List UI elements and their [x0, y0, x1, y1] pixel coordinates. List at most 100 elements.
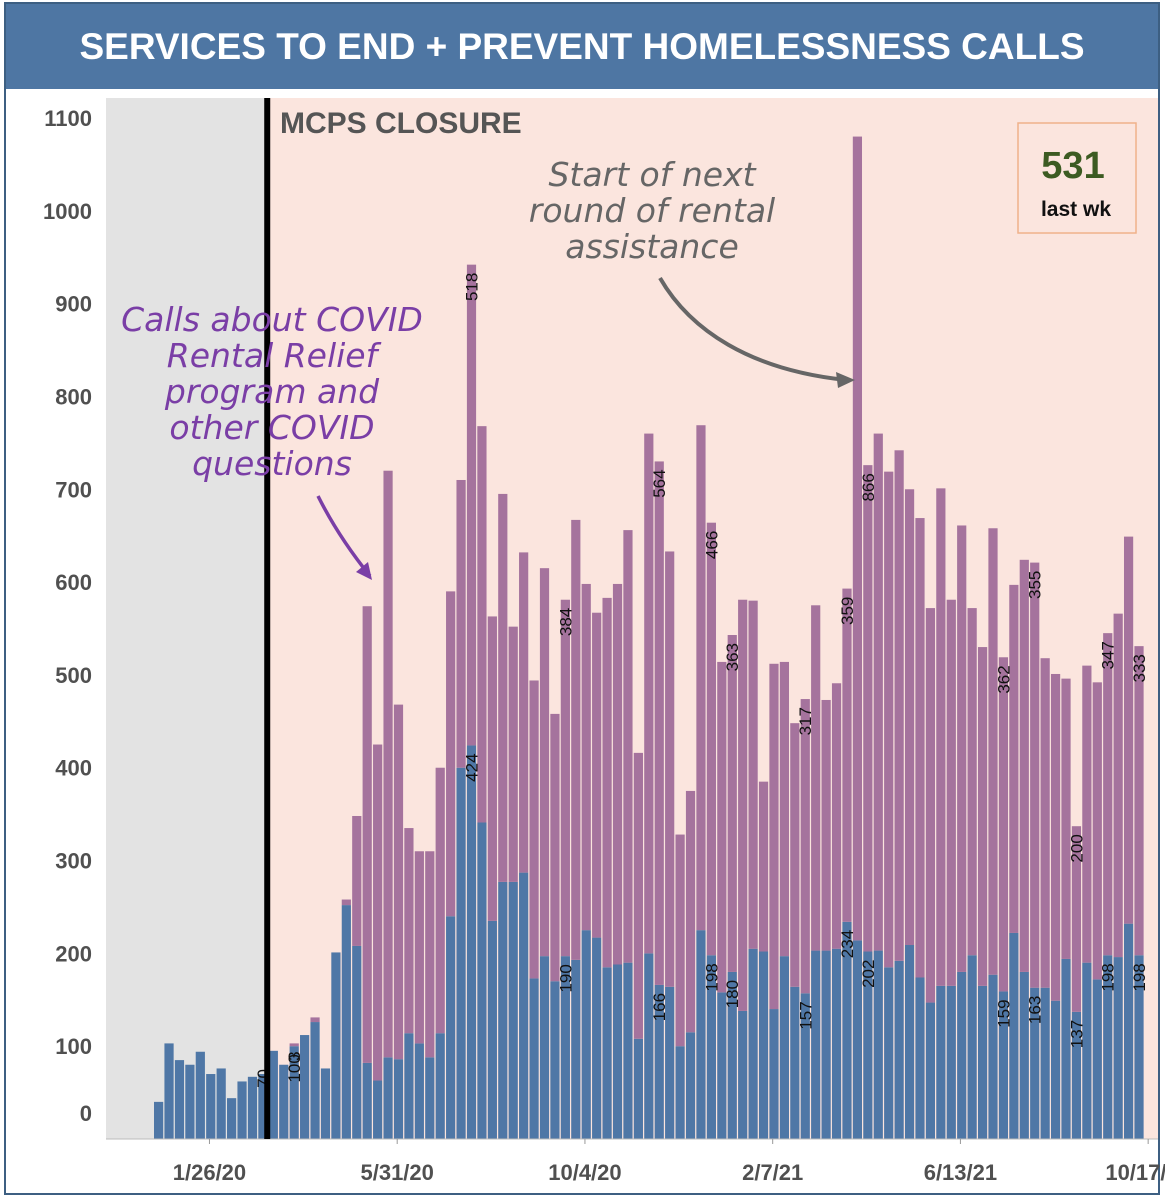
- bar-segment-base: [842, 921, 852, 1139]
- bar-segment-top: [758, 781, 769, 952]
- bar-segment-top: [1071, 826, 1082, 1012]
- bar-segment-top: [821, 699, 831, 951]
- bar-segment-base: [446, 916, 456, 1139]
- bar-segment-base: [404, 1033, 414, 1139]
- bar-labels: 70 10034245181903841665641984661803631573…: [254, 273, 1149, 1088]
- bar-segment-top: [706, 522, 716, 956]
- bar-segment-top: [352, 815, 362, 946]
- bar-segment-base: [352, 945, 362, 1139]
- bar-data-label: 363: [723, 643, 742, 671]
- bar-segment-top: [1050, 673, 1061, 1001]
- bar-data-label: 466: [702, 531, 721, 559]
- annotation-right-arrowhead: [836, 372, 855, 388]
- bar-segment-top: [633, 752, 643, 1039]
- bar-segment-top: [800, 699, 810, 994]
- bars: [154, 136, 1144, 1139]
- bar-segment-base: [289, 1046, 299, 1139]
- bar-segment-top: [894, 450, 904, 961]
- bar-segment-top: [289, 1043, 299, 1047]
- bar-segment-top: [310, 1017, 320, 1023]
- bar-segment-top: [988, 528, 998, 975]
- bar-segment-top: [925, 608, 936, 1003]
- y-tick-label: 1100: [44, 106, 92, 131]
- x-tick-label: 10/17/21: [1105, 1160, 1165, 1185]
- bar-segment-top: [957, 525, 967, 972]
- bar-segment-base: [331, 952, 341, 1139]
- bar-segment-top: [769, 663, 779, 1010]
- bar-segment-top: [1061, 678, 1071, 959]
- bar-data-label: 198: [1130, 963, 1149, 991]
- annotation-right-arrow: [658, 276, 847, 382]
- bar-segment-base: [717, 992, 727, 1139]
- kpi-label: last wk: [1041, 198, 1111, 221]
- bar-segment-base: [738, 1010, 748, 1139]
- x-tick-label: 10/4/20: [548, 1160, 621, 1185]
- bar-segment-base: [863, 951, 873, 1139]
- bar-segment-top: [550, 713, 560, 982]
- bar-segment-top: [727, 634, 737, 972]
- bar-segment-base: [383, 1057, 393, 1139]
- bar-segment-base: [1071, 1011, 1082, 1139]
- bar-segment-base: [206, 1074, 216, 1139]
- bar-segment-base: [967, 955, 977, 1139]
- bar-data-label: 180: [723, 980, 742, 1008]
- bar-data-label: 317: [796, 707, 815, 735]
- bar-segment-base: [644, 953, 654, 1139]
- bar-segment-base: [185, 1064, 195, 1139]
- bar-segment-top: [1030, 562, 1040, 988]
- bar-segment-top: [373, 744, 383, 1081]
- y-tick-label: 800: [55, 384, 92, 409]
- bar-segment-base: [1009, 932, 1019, 1139]
- bar-data-label: 100: [285, 1054, 304, 1082]
- x-tick-label: 1/26/20: [173, 1160, 246, 1185]
- bar-segment-base: [894, 960, 904, 1139]
- bar-segment-base: [310, 1022, 320, 1139]
- y-tick-label: 100: [55, 1034, 92, 1059]
- bar-data-label: 190: [556, 964, 575, 992]
- bar-data-label: 564: [650, 469, 669, 497]
- bar-data-label: 159: [994, 999, 1013, 1027]
- bar-segment-top: [435, 767, 445, 1034]
- bar-segment-base: [748, 948, 758, 1139]
- bar-segment-top: [665, 551, 675, 987]
- bar-segment-base: [706, 955, 716, 1139]
- bar-segment-top: [560, 599, 570, 957]
- bar-data-label: 362: [994, 665, 1013, 693]
- bar-segment-top: [581, 583, 591, 931]
- bar-segment-top: [341, 899, 351, 906]
- bar-segment-base: [529, 978, 539, 1139]
- annotation-left-line: Calls about COVID: [121, 300, 423, 339]
- bar-segment-base: [539, 956, 550, 1139]
- y-tick-label: 700: [55, 477, 92, 502]
- bar-segment-top: [487, 616, 497, 921]
- bar-segment-base: [884, 967, 894, 1139]
- bar-segment-base: [477, 822, 487, 1139]
- bar-segment-top: [967, 608, 977, 956]
- bar-segment-base: [831, 948, 842, 1139]
- bar-segment-base: [508, 881, 518, 1139]
- bar-segment-base: [154, 1101, 164, 1139]
- bar-segment-base: [633, 1038, 643, 1139]
- bar-segment-top: [519, 552, 529, 873]
- bar-data-label: 157: [796, 1001, 815, 1029]
- y-tick-label: 1000: [43, 199, 92, 224]
- bar-segment-base: [675, 1046, 685, 1139]
- bar-data-label: 424: [463, 753, 482, 781]
- bar-segment-base: [227, 1098, 237, 1139]
- bar-segment-base: [769, 1009, 779, 1139]
- bar-segment-top: [623, 530, 633, 963]
- bar-segment-base: [581, 930, 591, 1139]
- bar-segment-top: [404, 828, 414, 1034]
- bar-segment-base: [852, 940, 863, 1139]
- bar-segment-top: [685, 790, 696, 1033]
- bar-segment-base: [800, 993, 810, 1139]
- bar-segment-top: [592, 612, 602, 938]
- bar-data-label: 355: [1026, 571, 1045, 599]
- bar-segment-top: [998, 657, 1009, 992]
- bar-segment-top: [612, 583, 623, 965]
- bar-segment-base: [279, 1064, 289, 1139]
- bar-segment-base: [957, 971, 967, 1139]
- bar-segment-base: [873, 950, 883, 1139]
- bar-segment-top: [602, 597, 612, 968]
- closure-label-bg: [276, 103, 508, 141]
